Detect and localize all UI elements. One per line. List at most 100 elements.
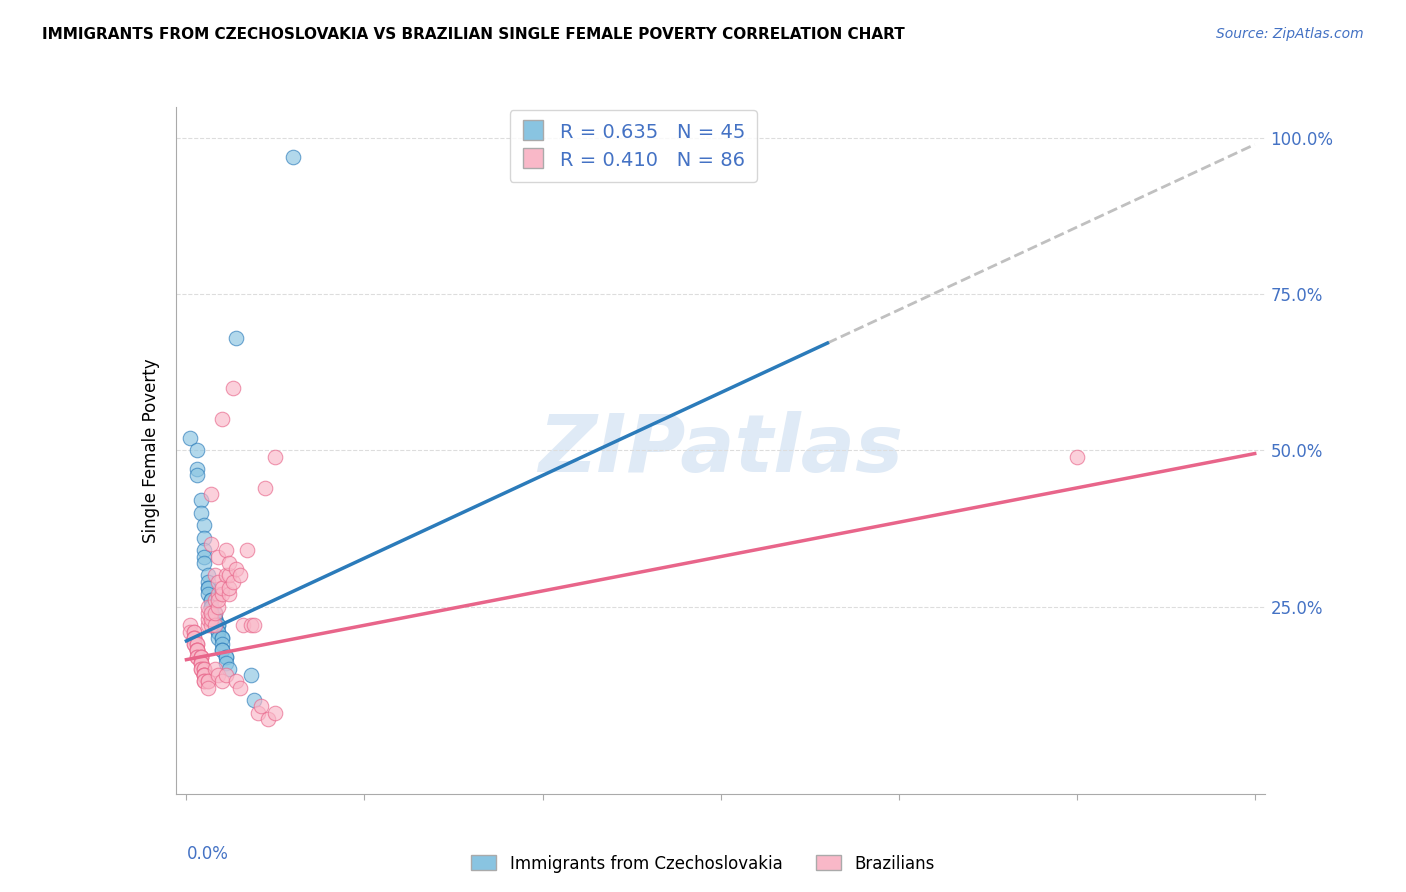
Point [200,606,222,620]
Point [193,549,215,564]
Point [225,562,247,576]
Point [186,637,208,651]
Point [186,462,208,476]
Y-axis label: Single Female Poverty: Single Female Poverty [142,359,160,542]
Point [197,587,219,601]
Legend: Immigrants from Czechoslovakia, Brazilians: Immigrants from Czechoslovakia, Brazilia… [465,848,941,880]
Point [250,699,273,714]
Point [190,649,212,664]
Point [197,618,219,632]
Point [200,599,222,614]
Point [214,649,236,664]
Point [253,481,276,495]
Point [186,643,208,657]
Point [1066,450,1088,464]
Point [197,574,219,589]
Point [197,568,219,582]
Point [204,618,226,632]
Point [200,599,222,614]
Point [186,443,208,458]
Point [190,649,212,664]
Point [197,674,219,689]
Point [183,637,205,651]
Point [186,649,208,664]
Point [211,643,233,657]
Point [225,674,247,689]
Point [225,331,247,345]
Point [193,668,215,682]
Point [207,624,229,639]
Point [190,649,212,664]
Point [232,618,254,632]
Point [214,668,236,682]
Point [193,662,215,676]
Point [179,624,201,639]
Point [183,624,205,639]
Point [204,612,226,626]
Point [186,637,208,651]
Point [193,662,215,676]
Text: Source: ZipAtlas.com: Source: ZipAtlas.com [1216,27,1364,41]
Point [193,668,215,682]
Point [204,662,226,676]
Point [211,631,233,645]
Point [197,612,219,626]
Point [197,681,219,695]
Point [193,668,215,682]
Point [211,412,233,426]
Point [211,631,233,645]
Point [190,506,212,520]
Point [197,581,219,595]
Point [207,668,229,682]
Point [222,381,245,395]
Point [200,599,222,614]
Point [193,668,215,682]
Point [183,637,205,651]
Point [229,568,252,582]
Point [200,593,222,607]
Point [246,706,269,720]
Point [179,618,201,632]
Point [243,618,266,632]
Point [186,643,208,657]
Point [190,656,212,670]
Point [193,518,215,533]
Point [222,574,245,589]
Point [204,618,226,632]
Point [183,624,205,639]
Point [236,543,259,558]
Point [214,568,236,582]
Point [204,593,226,607]
Point [214,543,236,558]
Point [204,606,226,620]
Point [264,706,287,720]
Point [283,150,305,164]
Point [193,531,215,545]
Point [193,674,215,689]
Point [186,649,208,664]
Point [190,656,212,670]
Point [204,612,226,626]
Text: ZIPatlas: ZIPatlas [538,411,903,490]
Point [190,656,212,670]
Point [204,606,226,620]
Point [197,581,219,595]
Point [200,612,222,626]
Point [218,662,240,676]
Point [211,581,233,595]
Point [197,599,219,614]
Text: 0.0%: 0.0% [187,846,228,863]
Point [197,674,219,689]
Point [207,624,229,639]
Point [183,631,205,645]
Point [193,543,215,558]
Point [197,606,219,620]
Point [200,618,222,632]
Point [200,487,222,501]
Point [186,643,208,657]
Point [211,643,233,657]
Point [190,662,212,676]
Point [207,587,229,601]
Point [218,556,240,570]
Point [207,574,229,589]
